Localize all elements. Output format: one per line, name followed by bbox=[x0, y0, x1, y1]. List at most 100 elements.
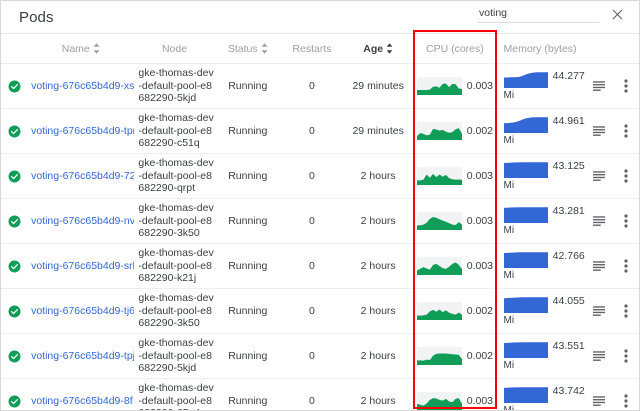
check-circle-icon bbox=[1, 395, 27, 408]
pod-age-value: 2 hours bbox=[343, 198, 414, 244]
pod-name-link[interactable]: voting-676c65b4d9-tj6 bbox=[31, 305, 135, 317]
pod-node-text: gke-thomas-dev-default-pool-e8682290-65q… bbox=[138, 382, 214, 410]
pod-logs-cell bbox=[584, 333, 613, 379]
pod-menu-cell bbox=[612, 333, 639, 379]
pod-logs-cell bbox=[584, 108, 613, 154]
pod-age-value: 29 minutes bbox=[343, 63, 414, 109]
cpu-value: 0.002 bbox=[466, 350, 494, 362]
cpu-sparkline bbox=[416, 212, 462, 230]
pod-name-link[interactable]: voting-676c65b4d9-tpr bbox=[31, 125, 135, 137]
pod-memory-cell: 44.055 Mi bbox=[496, 288, 585, 334]
pod-name-cell: voting-676c65b4d9-srl bbox=[27, 243, 135, 289]
pod-age-value: 2 hours bbox=[343, 333, 414, 379]
cpu-value: 0.003 bbox=[466, 215, 494, 227]
pod-node-cell: gke-thomas-dev-default-pool-e8682290-5kj… bbox=[134, 63, 215, 109]
pod-memory-cell: 42.766 Mi bbox=[496, 243, 585, 289]
cpu-sparkline bbox=[416, 257, 462, 275]
pod-memory-cell: 43.125 Mi bbox=[496, 153, 585, 199]
pod-node-cell: gke-thomas-dev-default-pool-e8682290-5kj… bbox=[134, 333, 215, 379]
pod-status-text: Running bbox=[214, 63, 281, 109]
table-row[interactable]: voting-676c65b4d9-tpj gke-thomas-dev-defa… bbox=[1, 333, 639, 379]
logs-icon[interactable] bbox=[585, 244, 613, 288]
pod-name-cell: voting-676c65b4d9-tj6 bbox=[27, 288, 135, 334]
table-row[interactable]: voting-676c65b4d9-xs gke-thomas-dev-defau… bbox=[1, 63, 639, 109]
more-vert-icon[interactable] bbox=[613, 64, 639, 108]
pod-name-link[interactable]: voting-676c65b4d9-srl bbox=[31, 260, 135, 272]
pod-node-text: gke-thomas-dev-default-pool-e8682290-3k5… bbox=[138, 292, 214, 330]
more-vert-icon[interactable] bbox=[613, 109, 639, 153]
pod-menu-cell bbox=[612, 198, 639, 244]
sort-icon-active[interactable] bbox=[386, 43, 393, 54]
more-vert-icon[interactable] bbox=[613, 379, 639, 410]
check-circle-icon bbox=[1, 350, 27, 363]
cpu-sparkline bbox=[416, 77, 462, 95]
column-header-name-label: Name bbox=[61, 42, 90, 55]
pod-menu-cell bbox=[612, 153, 639, 199]
sort-icon[interactable] bbox=[261, 43, 268, 54]
column-header-age[interactable]: Age bbox=[343, 34, 414, 64]
logs-icon[interactable] bbox=[585, 334, 613, 378]
pod-cpu-cell: 0.003 bbox=[413, 378, 497, 410]
cpu-sparkline bbox=[416, 122, 462, 140]
pod-age-value: 2 hours bbox=[343, 288, 414, 334]
pod-name-link[interactable]: voting-676c65b4d9-tpj bbox=[31, 350, 135, 362]
search-area bbox=[477, 6, 625, 23]
check-circle-icon bbox=[1, 80, 27, 93]
logs-icon[interactable] bbox=[585, 154, 613, 198]
memory-unit: Mi bbox=[503, 225, 515, 236]
table-row[interactable]: voting-676c65b4d9-tj6 gke-thomas-dev-defa… bbox=[1, 288, 639, 334]
pod-status-text: Running bbox=[214, 198, 281, 244]
column-header-status[interactable]: Status bbox=[214, 34, 281, 64]
column-header-node[interactable]: Node bbox=[134, 34, 215, 64]
pod-menu-cell bbox=[612, 378, 639, 410]
pod-logs-cell bbox=[584, 198, 613, 244]
pod-name-link[interactable]: voting-676c65b4d9-72 bbox=[31, 170, 135, 182]
page-title: Pods bbox=[19, 8, 54, 26]
memory-unit: Mi bbox=[503, 270, 515, 281]
pod-cpu-cell: 0.003 bbox=[413, 243, 497, 289]
pod-name-link[interactable]: voting-676c65b4d9-nv bbox=[31, 215, 135, 227]
close-icon[interactable] bbox=[609, 6, 625, 22]
table-header-row: Name Node bbox=[1, 34, 639, 64]
pod-node-cell: gke-thomas-dev-default-pool-e8682290-k21… bbox=[134, 243, 215, 289]
logs-icon[interactable] bbox=[585, 379, 613, 410]
pod-memory-cell: 44.961 Mi bbox=[496, 108, 585, 154]
logs-icon[interactable] bbox=[585, 64, 613, 108]
pod-status-cell bbox=[1, 243, 28, 289]
memory-unit: Mi bbox=[503, 360, 515, 371]
more-vert-icon[interactable] bbox=[613, 154, 639, 198]
column-header-restarts-label: Restarts bbox=[292, 42, 332, 55]
sort-icon[interactable] bbox=[93, 43, 100, 54]
logs-icon[interactable] bbox=[585, 109, 613, 153]
more-vert-icon[interactable] bbox=[613, 244, 639, 288]
pod-age-value: 2 hours bbox=[343, 243, 414, 289]
pod-node-cell: gke-thomas-dev-default-pool-e8682290-65q… bbox=[134, 378, 215, 410]
more-vert-icon[interactable] bbox=[613, 199, 639, 243]
more-vert-icon[interactable] bbox=[613, 334, 639, 378]
pod-menu-cell bbox=[612, 288, 639, 334]
column-header-cpu[interactable]: CPU (cores) bbox=[413, 34, 497, 64]
pod-status-text: Running bbox=[214, 288, 281, 334]
table-row[interactable]: voting-676c65b4d9-8f gke-thomas-dev-defau… bbox=[1, 378, 639, 410]
column-header-restarts[interactable]: Restarts bbox=[280, 34, 344, 64]
column-header-memory[interactable]: Memory (bytes) bbox=[496, 34, 585, 64]
memory-sparkline bbox=[503, 162, 548, 178]
pod-name-link[interactable]: voting-676c65b4d9-8f bbox=[31, 395, 133, 407]
table-row[interactable]: voting-676c65b4d9-srl gke-thomas-dev-defa… bbox=[1, 243, 639, 289]
pod-name-cell: voting-676c65b4d9-72 bbox=[27, 153, 135, 199]
pod-name-link[interactable]: voting-676c65b4d9-xs bbox=[31, 80, 135, 92]
pod-restarts-value: 0 bbox=[280, 153, 344, 199]
table-row[interactable]: voting-676c65b4d9-72 gke-thomas-dev-defau… bbox=[1, 153, 639, 199]
column-header-name[interactable]: Name bbox=[27, 34, 135, 64]
logs-icon[interactable] bbox=[585, 199, 613, 243]
table-row[interactable]: voting-676c65b4d9-tpr gke-thomas-dev-defa… bbox=[1, 108, 639, 154]
logs-icon[interactable] bbox=[585, 289, 613, 333]
column-header-node-label: Node bbox=[161, 42, 188, 55]
memory-unit: Mi bbox=[503, 180, 515, 191]
table-row[interactable]: voting-676c65b4d9-nv gke-thomas-dev-defau… bbox=[1, 198, 639, 244]
memory-value: 44.055 bbox=[552, 295, 585, 307]
search-input[interactable] bbox=[477, 7, 599, 23]
more-vert-icon[interactable] bbox=[613, 289, 639, 333]
column-header-cpu-label: CPU (cores) bbox=[426, 42, 484, 55]
